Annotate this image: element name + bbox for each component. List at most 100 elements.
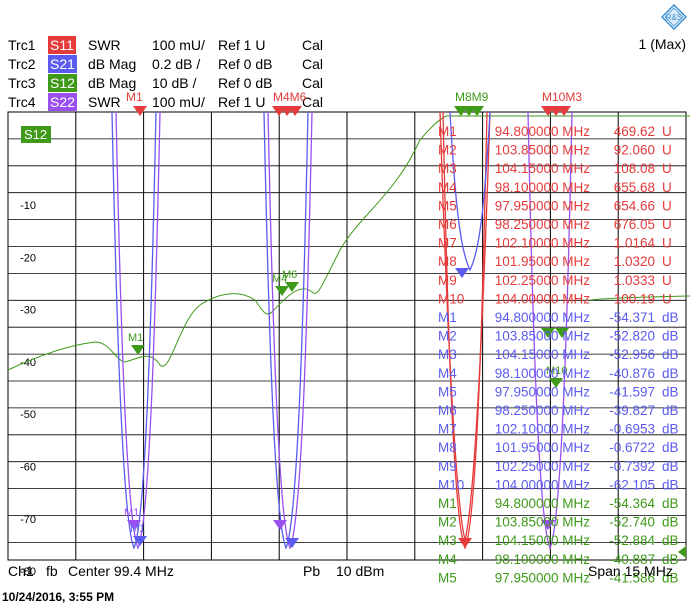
marker-table-row[interactable]: M9 102.25000 MHz 1.0333 U xyxy=(438,273,672,288)
marker-freq: 98.100000 MHz xyxy=(495,180,591,195)
trace-scale[interactable]: 10 dB / xyxy=(152,75,197,91)
marker-table-row[interactable]: M3 104.15000 MHz -52.884 dB xyxy=(438,533,679,548)
marker-s22-m2[interactable] xyxy=(541,520,555,530)
trace-cal: Cal xyxy=(302,56,324,72)
marker-table-row[interactable]: M7 102.10000 MHz 1.0164 U xyxy=(438,236,672,251)
trace-param[interactable]: S12 xyxy=(48,74,77,92)
marker-val: 655.68 xyxy=(614,180,655,195)
active-trace-label: S12 xyxy=(24,127,47,142)
marker-val: 100.19 xyxy=(614,291,655,306)
marker-table-row[interactable]: M8 101.95000 MHz 1.0320 U xyxy=(438,254,672,269)
marker-info-table: M1 94.800000 MHz 469.62 U M2 103.85000 MHz 92.… xyxy=(438,124,679,585)
marker-m: M7 xyxy=(438,236,457,251)
marker-table-row[interactable]: M5 97.950000 MHz -41.586 dB xyxy=(438,570,679,585)
marker-table-row[interactable]: M6 98.250000 MHz -39.827 dB xyxy=(438,403,679,418)
trace-trc: Trc1 xyxy=(8,37,36,53)
marker-freq: 97.950000 MHz xyxy=(495,570,591,585)
marker-table-row[interactable]: M7 102.10000 MHz -0.6953 dB xyxy=(438,422,679,437)
marker-bottom-m1[interactable]: M1 xyxy=(130,523,147,546)
trace-ref[interactable]: Ref 1 U xyxy=(218,37,266,53)
y-tick-label: -10 xyxy=(20,200,36,212)
marker-table-row[interactable]: M8 101.95000 MHz -0.6722 dB xyxy=(438,440,679,455)
marker-table-row[interactable]: M2 103.85000 MHz 92.060 U xyxy=(438,143,672,158)
marker-table-row[interactable]: M6 98.250000 MHz 676.05 U xyxy=(438,217,672,232)
top-marker-m10m3[interactable]: M10M3 xyxy=(541,90,582,116)
trace-param[interactable]: S22 xyxy=(48,93,77,111)
marker-bottom-m4[interactable] xyxy=(285,538,299,548)
marker-table-row[interactable]: M10 104.00000 MHz 100.19 U xyxy=(438,291,672,306)
marker-freq: 101.95000 MHz xyxy=(495,440,591,455)
marker-s12-m2[interactable] xyxy=(541,328,555,338)
marker-s12-m1[interactable]: M1 xyxy=(128,332,145,355)
footer-center: Center 99.4 MHz xyxy=(68,563,174,579)
trace-param[interactable]: S21 xyxy=(48,55,77,73)
marker-m: M5 xyxy=(438,570,457,585)
marker-s12-m4[interactable]: M4 xyxy=(272,273,289,296)
y-tick-label: -80 xyxy=(20,566,36,578)
marker-freq: 104.15000 MHz xyxy=(495,161,591,176)
trace-s22-notch xyxy=(527,111,573,550)
marker-unit: dB xyxy=(662,533,679,548)
active-trace-badge[interactable]: S12 xyxy=(21,126,51,143)
marker-table-row[interactable]: M5 97.950000 MHz 654.66 U xyxy=(438,198,672,213)
trace-trc: Trc2 xyxy=(8,56,36,72)
marker-table-row[interactable]: M1 94.800000 MHz -54.364 dB xyxy=(438,496,679,511)
trace-trc: Trc4 xyxy=(8,94,36,110)
trace-param[interactable]: S11 xyxy=(48,36,76,54)
marker-m: M5 xyxy=(438,384,457,399)
marker-unit: dB xyxy=(662,440,679,455)
marker-m: M9 xyxy=(438,273,457,288)
trace-scale[interactable]: 100 mU/ xyxy=(152,37,205,53)
marker-m: M1 xyxy=(438,310,457,325)
marker-table-row[interactable]: M3 104.15000 MHz -52.956 dB xyxy=(438,347,679,362)
trace-scale[interactable]: 100 mU/ xyxy=(152,94,205,110)
marker-table-row[interactable]: M4 98.100000 MHz 655.68 U xyxy=(438,180,672,195)
marker-freq: 104.00000 MHz xyxy=(495,477,591,492)
marker-unit: dB xyxy=(662,329,679,344)
marker-s12-m6[interactable]: M6 xyxy=(282,269,299,292)
marker-val: -62.105 xyxy=(609,477,655,492)
marker-unit: dB xyxy=(662,366,679,381)
marker-s12-m3[interactable] xyxy=(555,328,569,338)
trace-scale[interactable]: 0.2 dB / xyxy=(152,56,201,72)
trace-s12-curve-right xyxy=(589,295,691,301)
top-marker-m8m9[interactable]: M8M9 xyxy=(454,90,489,116)
trace-format: SWR xyxy=(88,37,121,53)
marker-table-row[interactable]: M10 104.00000 MHz -62.105 dB xyxy=(438,477,679,492)
trace-format: dB Mag xyxy=(88,56,137,72)
footer-pb: Pb xyxy=(303,563,321,579)
marker-s12-m10[interactable]: M10 xyxy=(546,365,567,388)
marker-bottom-m4[interactable] xyxy=(273,520,287,530)
trace-ref[interactable]: Ref 0 dB xyxy=(218,56,273,72)
marker-table-row[interactable]: M2 103.85000 MHz -52.820 dB xyxy=(438,329,679,344)
marker-val: 654.66 xyxy=(614,198,655,213)
trace-ref[interactable]: Ref 1 U xyxy=(218,94,266,110)
marker-table-row[interactable]: M9 102.25000 MHz -0.7392 dB xyxy=(438,459,679,474)
marker-table-row[interactable]: M4 98.100000 MHz -40.876 dB xyxy=(438,366,679,381)
marker-table-row[interactable]: M1 94.800000 MHz -54.371 dB xyxy=(438,310,679,325)
trace-ref[interactable]: Ref 0 dB xyxy=(218,75,273,91)
marker-freq: 102.25000 MHz xyxy=(495,459,591,474)
footer-span: Span 15 MHz xyxy=(588,563,673,579)
y-tick-label: -30 xyxy=(20,305,36,317)
marker-s21-m8[interactable] xyxy=(455,268,469,278)
top-marker-m4m6[interactable]: M4M6 xyxy=(272,90,307,116)
marker-freq: 103.85000 MHz xyxy=(495,143,591,158)
top-marker-m1[interactable]: M1 xyxy=(126,90,147,116)
marker-unit: dB xyxy=(662,477,679,492)
marker-val: -54.371 xyxy=(609,310,655,325)
marker-s11-m2[interactable] xyxy=(458,538,472,548)
marker-table-row[interactable]: M5 97.950000 MHz -41.597 dB xyxy=(438,384,679,399)
y-tick-label: -60 xyxy=(20,462,36,474)
marker-table-row[interactable]: M3 104.15000 MHz 108.08 U xyxy=(438,161,672,176)
timestamp: 10/24/2016, 3:55 PM xyxy=(2,590,115,604)
marker-unit: U xyxy=(662,291,672,306)
marker-bottom-m1[interactable]: M1 xyxy=(124,507,141,530)
marker-freq: 94.800000 MHz xyxy=(495,496,591,511)
marker-val: 108.08 xyxy=(614,161,655,176)
marker-val: -0.7392 xyxy=(609,459,655,474)
marker-table-row[interactable]: M4 98.100000 MHz -40.887 dB xyxy=(438,552,679,567)
marker-table-row[interactable]: M2 103.85000 MHz -52.740 dB xyxy=(438,515,679,530)
trace-cal: Cal xyxy=(302,37,324,53)
marker-table-row[interactable]: M1 94.800000 MHz 469.62 U xyxy=(438,124,672,139)
